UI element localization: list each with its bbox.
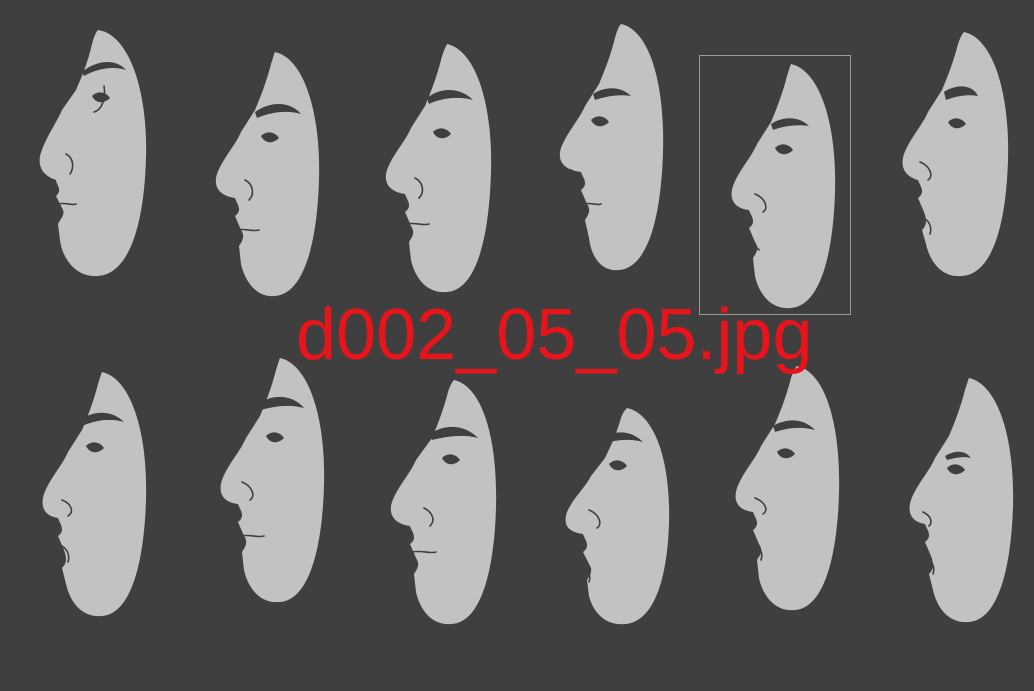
face-thumbnail[interactable] <box>733 364 845 614</box>
face-profile-icon <box>909 378 1014 623</box>
face-thumbnail[interactable] <box>40 370 150 620</box>
face-profile-icon <box>902 32 1009 277</box>
face-profile-icon <box>565 408 670 625</box>
face-thumbnail[interactable] <box>381 42 496 294</box>
face-thumbnail[interactable] <box>907 376 1017 626</box>
face-profile-icon <box>385 44 492 293</box>
selected-filename-label: d002_05_05.jpg <box>296 295 813 375</box>
face-profile-icon <box>735 366 840 611</box>
face-thumbnail[interactable] <box>213 50 323 298</box>
face-thumbnail[interactable] <box>563 406 675 628</box>
face-thumbnail[interactable] <box>900 30 1012 280</box>
face-thumbnail[interactable] <box>555 22 667 274</box>
face-thumbnail[interactable] <box>36 28 151 280</box>
face-profile-icon <box>215 52 320 297</box>
face-profile-icon <box>42 372 147 617</box>
face-profile-icon <box>39 30 147 277</box>
face-profile-icon <box>220 358 325 603</box>
face-thumbnail[interactable] <box>388 378 500 628</box>
face-profile-icon <box>731 64 836 309</box>
face-thumbnail-selected[interactable] <box>729 62 841 312</box>
face-profile-icon <box>390 380 497 625</box>
face-profile-icon <box>559 24 664 271</box>
face-thumbnail[interactable] <box>218 356 330 606</box>
